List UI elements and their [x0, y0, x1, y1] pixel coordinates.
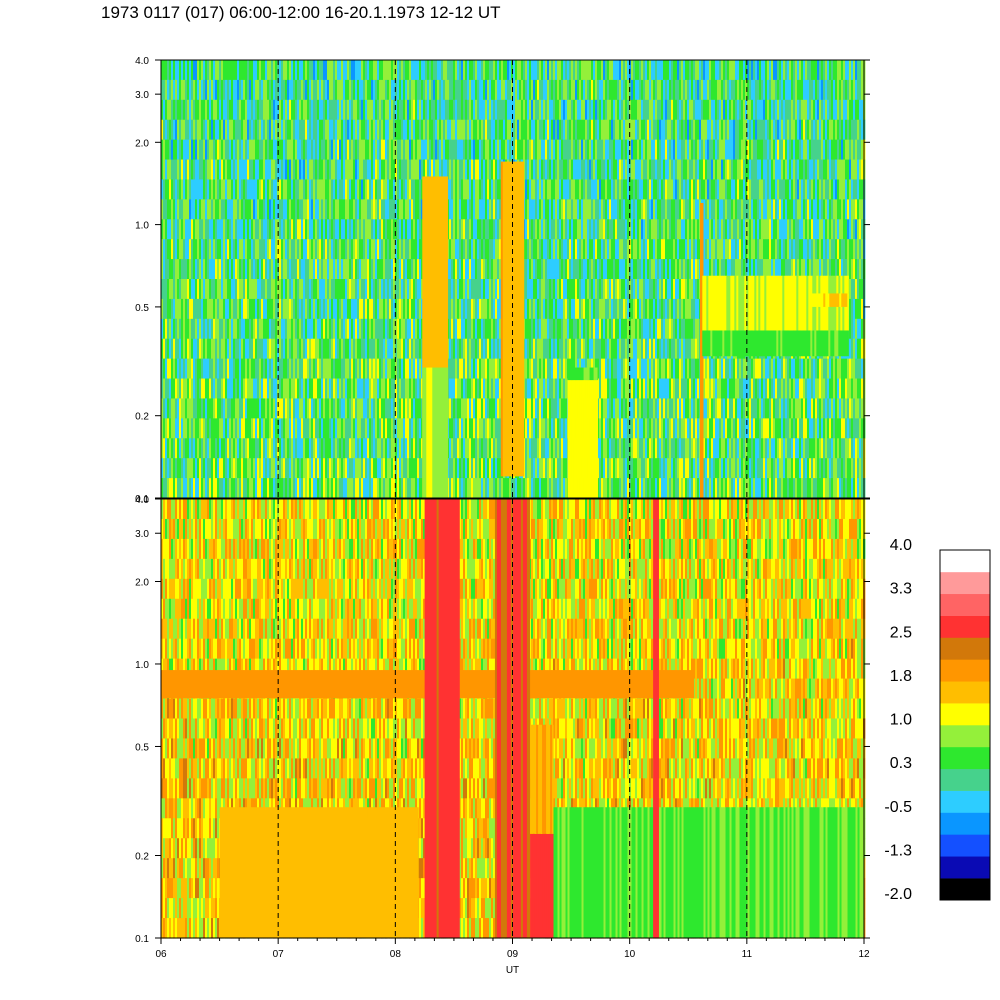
y-tick-label: 0.5: [135, 303, 149, 314]
y-tick-label: 4.0: [135, 56, 149, 67]
x-tick-label: 06: [155, 949, 167, 960]
colorbar-segment: [940, 791, 990, 813]
x-tick-label: 11: [742, 949, 753, 960]
colorbar-label: -2.0: [884, 886, 912, 903]
x-tick-label: 09: [507, 949, 519, 960]
feature-top-8: [811, 293, 848, 306]
y-tick-label: 3.0: [135, 529, 149, 540]
y-tick-label: 2.0: [135, 577, 149, 588]
colorbar-segment: [940, 725, 990, 747]
colorbar-segment: [940, 878, 990, 900]
x-tick-label: 10: [624, 949, 636, 960]
feature-top-4: [568, 368, 598, 381]
y-tick-label: 3.0: [135, 90, 149, 101]
y-tick-label: 0.1: [135, 934, 149, 945]
colorbar-label: 2.5: [890, 624, 912, 641]
colorbar-segment: [940, 594, 990, 616]
colorbar-segment: [940, 856, 990, 878]
colorbar-segment: [940, 703, 990, 725]
feature-top-1: [422, 368, 448, 498]
panel-bottom: [161, 499, 865, 939]
colorbar-label: -1.3: [884, 842, 912, 859]
colorbar-segment: [940, 638, 990, 660]
feature-top-3: [568, 380, 598, 498]
colorbar-segment: [940, 659, 990, 681]
colorbar-label: 4.0: [890, 537, 912, 554]
colorbar-segment: [940, 834, 990, 856]
feature-bottom-7: [220, 807, 419, 938]
colorbar-segment: [940, 747, 990, 769]
feature-bottom-4: [530, 725, 553, 834]
colorbar-segment: [940, 681, 990, 703]
x-axis-label: UT: [506, 965, 519, 976]
colorbar-label: 3.3: [890, 581, 912, 598]
x-tick-label: 08: [390, 949, 402, 960]
feature-bottom-5: [554, 807, 864, 938]
y-tick-label: 0.2: [135, 412, 149, 423]
feature-bottom-1: [425, 499, 460, 938]
colorbar-label: -0.5: [884, 799, 912, 816]
colorbar-segment: [940, 769, 990, 791]
colorbar-label: 1.8: [890, 668, 912, 685]
y-tick-label: 0.2: [135, 852, 149, 863]
feature-bottom-6: [653, 499, 659, 938]
colorbar-segment: [940, 616, 990, 638]
colorbar-segment: [940, 550, 990, 572]
y-tick-label: 0.5: [135, 742, 149, 753]
feature-bottom-3: [530, 834, 553, 938]
y-tick-label: 2.0: [135, 138, 149, 149]
panel-top: [161, 60, 865, 499]
y-tick-label: 1.0: [135, 221, 149, 232]
colorbar-label: 0.3: [890, 755, 912, 772]
colorbar-label: 1.0: [890, 712, 912, 729]
feature-top-6: [702, 330, 848, 356]
colorbar: 4.0 3.3 2.5 1.8 1.0 0.3 -0.5 -1.3 -2.0: [884, 537, 990, 903]
y-tick-label: 1.0: [135, 660, 149, 671]
x-tick-label: 07: [273, 949, 285, 960]
x-tick-label: 12: [858, 949, 870, 960]
y-tick-label: 4.0: [135, 495, 149, 506]
colorbar-segment: [940, 813, 990, 835]
colorbar-segment: [940, 572, 990, 594]
